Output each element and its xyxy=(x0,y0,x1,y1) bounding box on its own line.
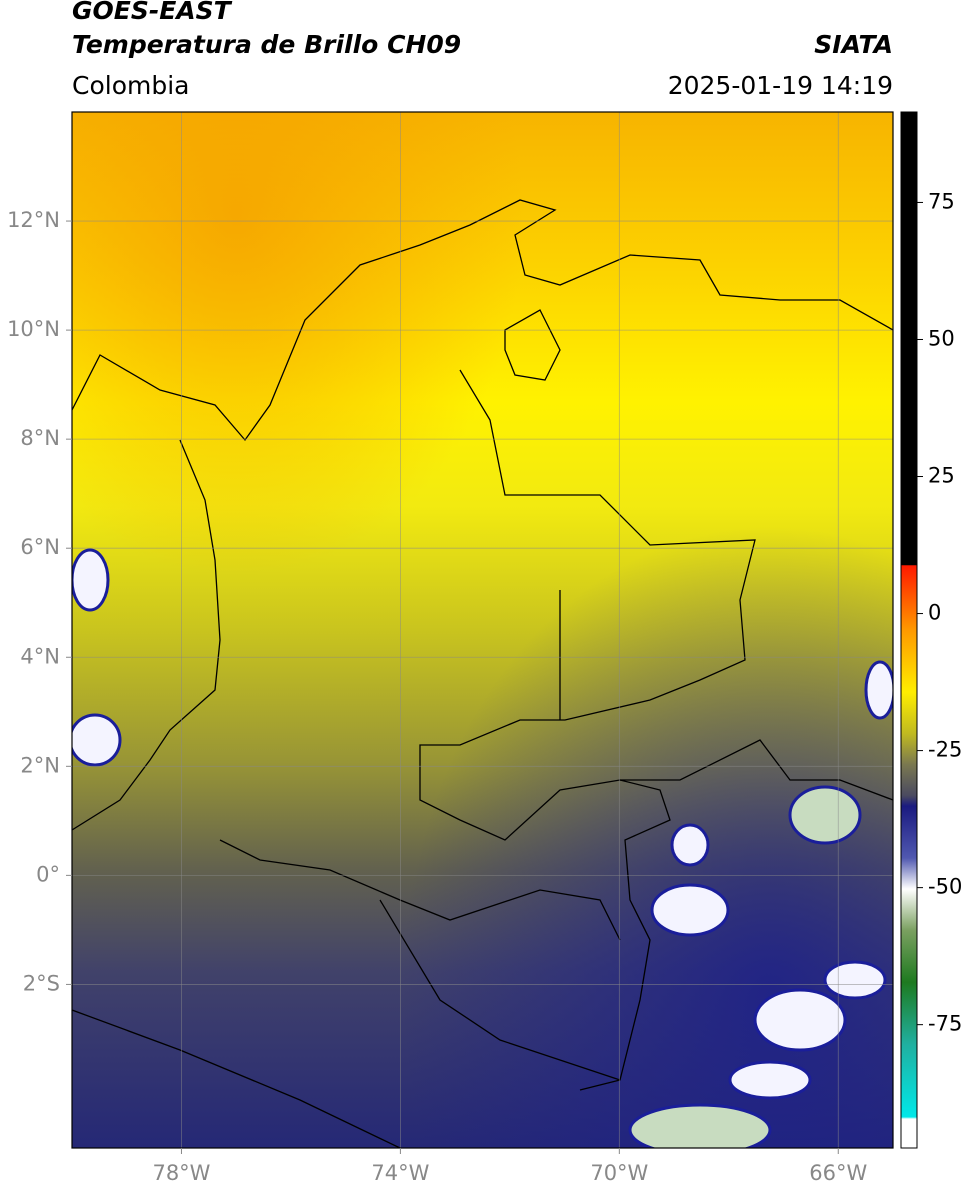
colorbar-tick-label: 50 xyxy=(928,326,955,350)
source: SIATA xyxy=(814,30,893,59)
x-tick-label: 70°W xyxy=(590,1161,648,1185)
x-tick-label: 66°W xyxy=(809,1161,867,1185)
y-tick-label: 4°N xyxy=(20,644,60,668)
x-tick-label: 74°W xyxy=(371,1161,429,1185)
x-tick-label: 78°W xyxy=(152,1161,210,1185)
region: Colombia xyxy=(72,71,189,100)
colorbar xyxy=(900,111,918,1149)
borders xyxy=(72,199,893,1148)
y-tick-label: 10°N xyxy=(7,317,60,341)
cold-clouds xyxy=(72,548,893,1148)
satellite-image xyxy=(72,112,893,1148)
colorbar-tick-label: -75 xyxy=(928,1012,962,1036)
y-tick-label: 0° xyxy=(36,862,60,886)
map-frame xyxy=(71,111,894,1149)
y-tick-label: 2°S xyxy=(23,971,60,995)
title: GOES-EAST xyxy=(72,0,233,25)
datetime: 2025-01-19 14:19 xyxy=(668,71,893,100)
colorbar-tick-label: -25 xyxy=(928,738,962,762)
colorbar-tick-label: 25 xyxy=(928,464,955,488)
image-layer xyxy=(72,112,893,1148)
y-tick-label: 8°N xyxy=(20,426,60,450)
colorbar-tick-label: 0 xyxy=(928,601,941,625)
y-tick-label: 6°N xyxy=(20,535,60,559)
y-tick-label: 12°N xyxy=(7,208,60,232)
colorbar-tick-label: -50 xyxy=(928,875,962,899)
colorbar-tick-label: 75 xyxy=(928,189,955,213)
y-tick-label: 2°N xyxy=(20,753,60,777)
grid xyxy=(72,112,893,1148)
subtitle: Temperatura de Brillo CH09 xyxy=(72,30,461,59)
